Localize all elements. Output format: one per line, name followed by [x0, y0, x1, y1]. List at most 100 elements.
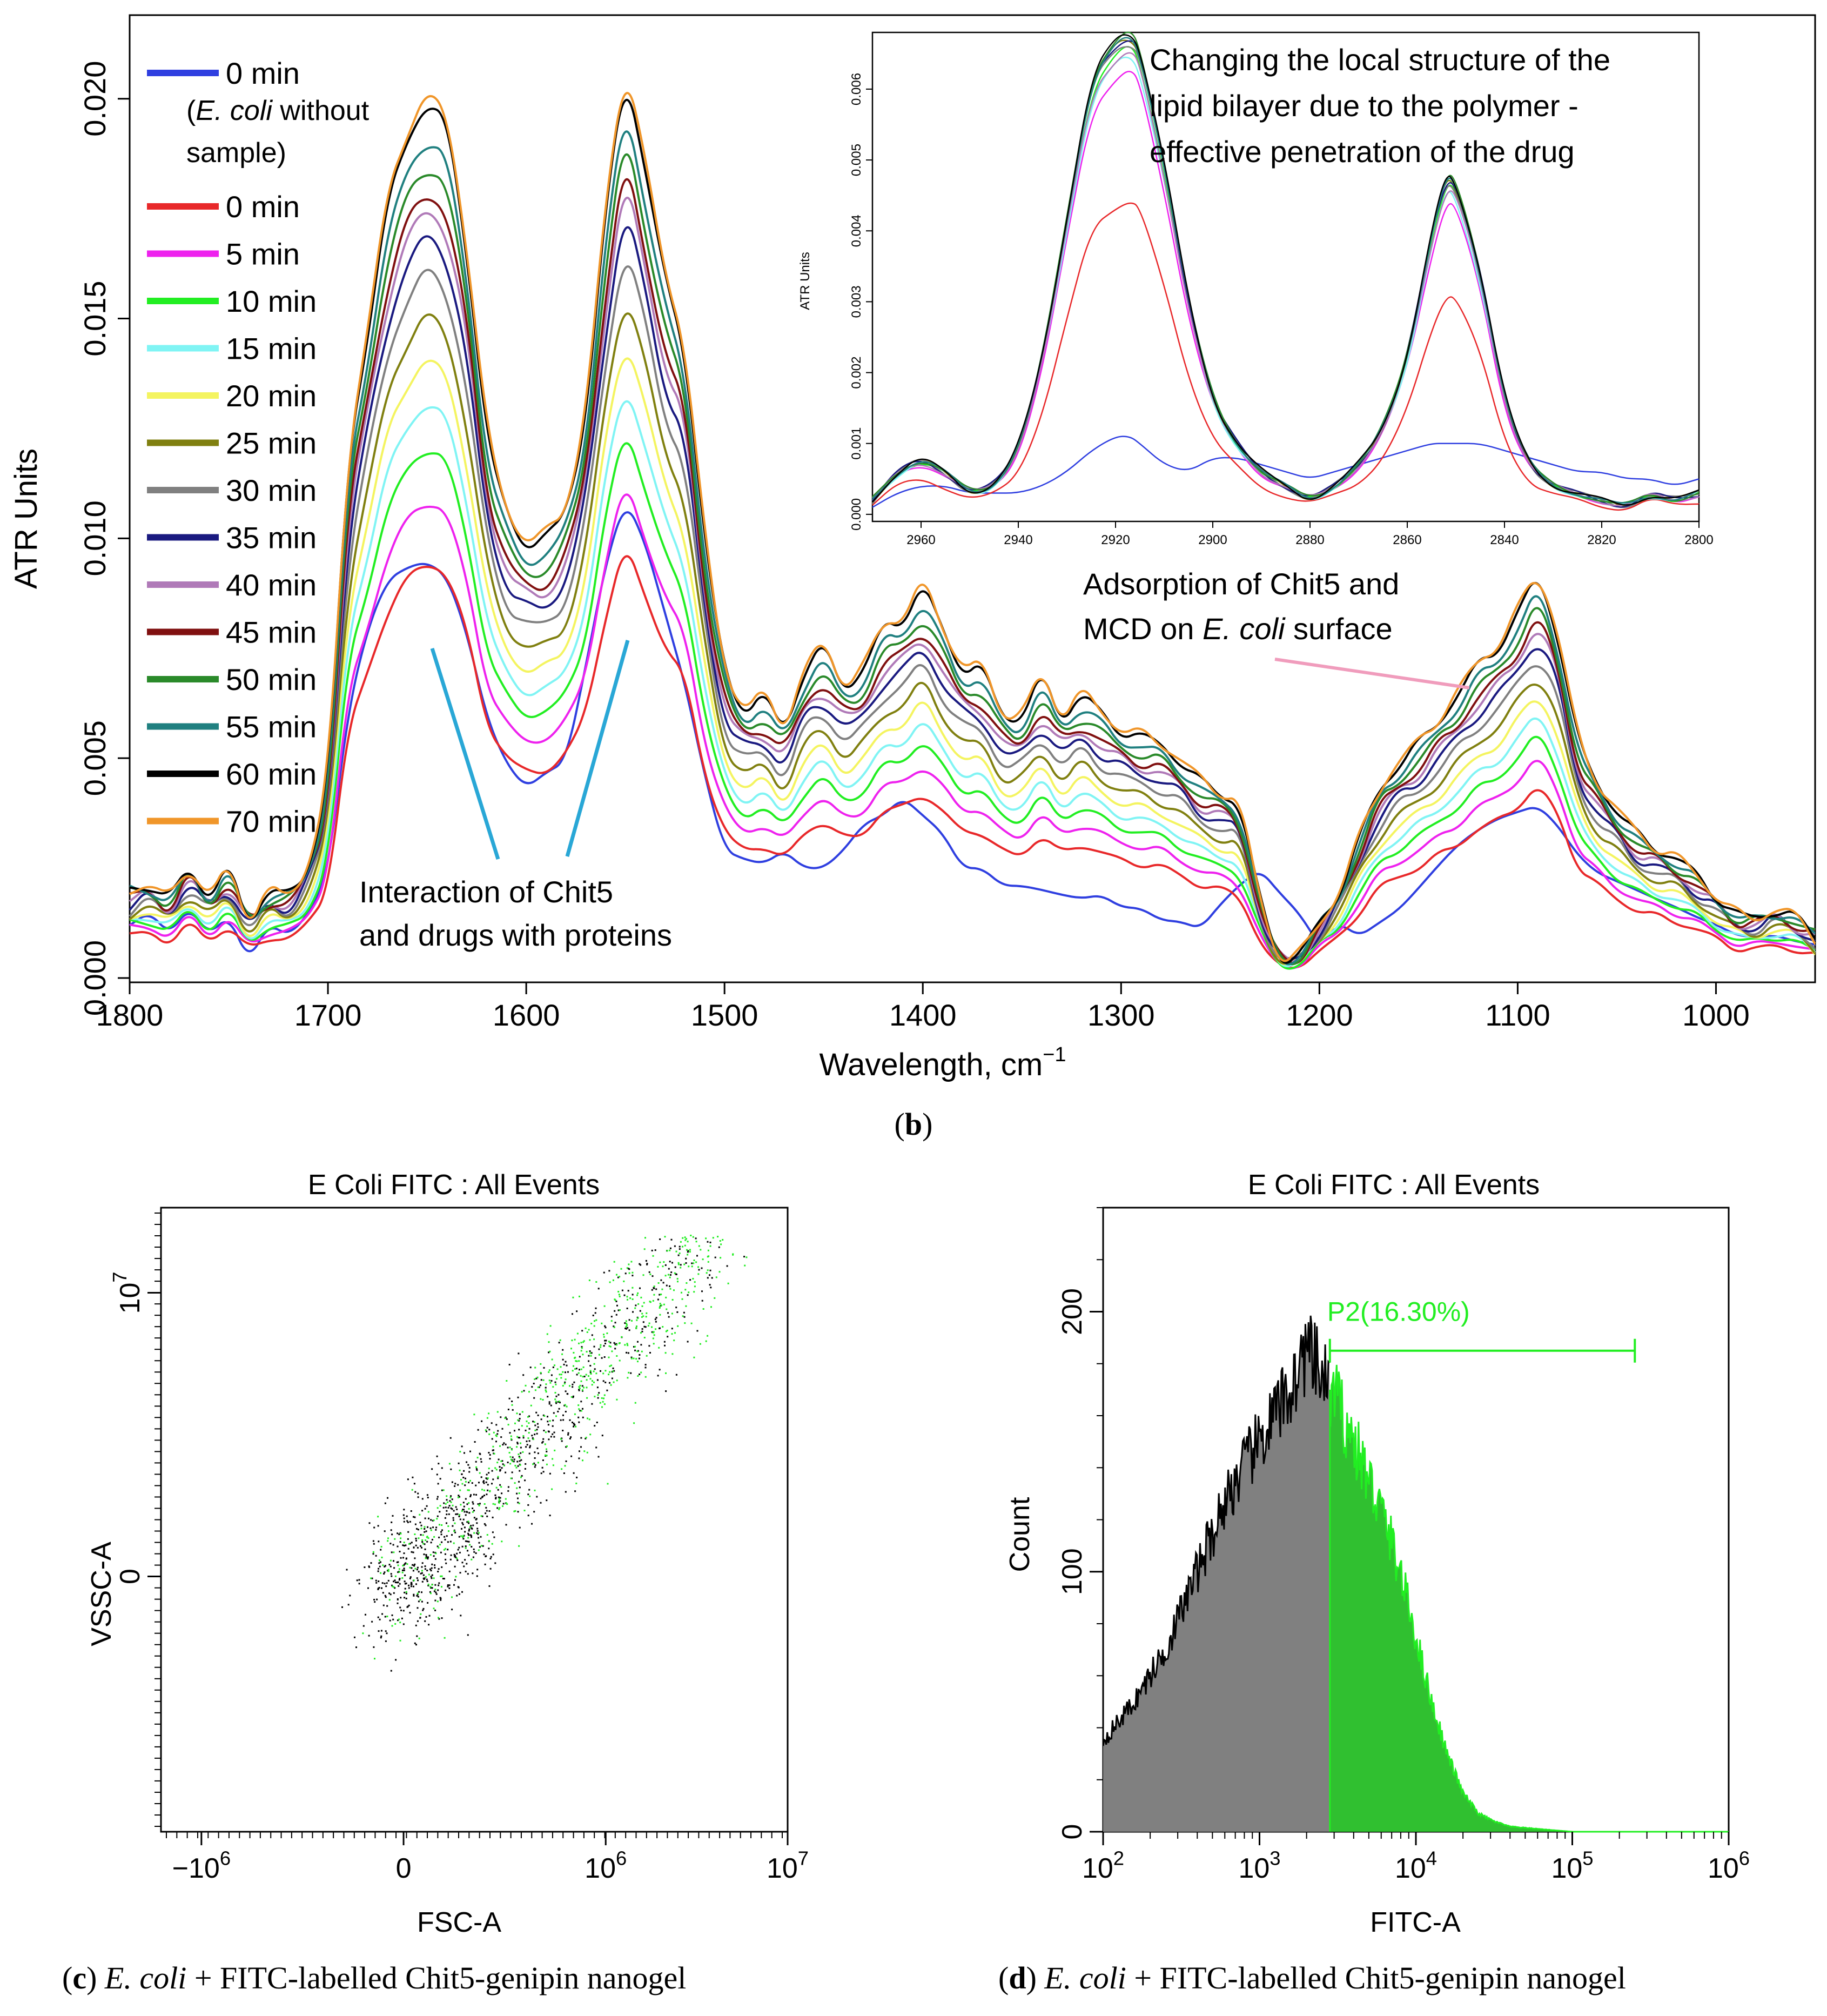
- legend-label: 15 min: [226, 332, 317, 366]
- histogram-x-tick-label: 106: [1708, 1847, 1750, 1884]
- inset-x-tick-label: 2860: [1393, 533, 1421, 547]
- annotation-proteins-line2: and drugs with proteins: [359, 918, 672, 952]
- inset-x-tick-label: 2900: [1198, 533, 1227, 547]
- legend-label: 10 min: [226, 284, 317, 318]
- spectrum-line-12: [129, 130, 1816, 966]
- scatter-y-label: VSSC-A: [86, 1542, 117, 1646]
- legend-label: 60 min: [226, 757, 317, 791]
- spectrum-x-tick-label: 1800: [96, 998, 164, 1032]
- inset-line: [872, 34, 1700, 506]
- histogram-area-negative: [1103, 1315, 1329, 1832]
- legend-label: 0 min: [226, 190, 300, 224]
- protein-pointer-left: [430, 647, 500, 860]
- legend-label: 40 min: [226, 568, 317, 602]
- inset-x-tick-label: 2920: [1101, 533, 1130, 547]
- spectrum-x-tick-label: 1000: [1682, 998, 1750, 1032]
- inset-y-tick-label: 0.000: [849, 498, 864, 531]
- panel-b: 1800 1700 1600 1500 1400 1300 1200 1100 1000 0.0…: [9, 14, 1816, 1142]
- inset-x-axis: 2960 2940 2920 2900 2880 2860 2840 2820 2800: [906, 521, 1714, 547]
- scatter-x-tick-label: 106: [585, 1847, 627, 1884]
- legend-label: 55 min: [226, 710, 317, 744]
- histogram-area-positive: [1330, 1364, 1729, 1832]
- spectrum-line-5: [129, 357, 1816, 966]
- inset-y-tick-label: 0.005: [849, 144, 864, 176]
- spectrum-y-tick-label: 0.000: [78, 940, 112, 1016]
- spectrum-line-13: [129, 99, 1816, 964]
- legend-label: 30 min: [226, 473, 317, 507]
- legend-label: 5 min: [226, 237, 300, 271]
- inset-x-tick-label: 2800: [1684, 533, 1713, 547]
- spectrum-line-4: [129, 400, 1816, 968]
- caption-c: (c) E. coli + FITC-labelled Chit5-genipi…: [62, 1960, 686, 1995]
- spectrum-y-label: ATR Units: [9, 448, 44, 589]
- spectrum-line-14: [129, 92, 1816, 962]
- inset-y-tick-label: 0.006: [849, 73, 864, 105]
- spectrum-x-tick-label: 1300: [1087, 998, 1155, 1032]
- spectrum-y-tick-label: 0.005: [78, 720, 112, 796]
- histogram-y-label: Count: [1004, 1497, 1036, 1572]
- annotation-lipid-line3: effective penetration of the drug: [1150, 135, 1575, 169]
- scatter-x-tick-label: −106: [172, 1847, 231, 1884]
- inset-y-tick-label: 0.003: [849, 285, 864, 318]
- annotation-surface-line1: Adsorption of Chit5 and: [1083, 567, 1399, 601]
- inset-y-tick-label: 0.004: [849, 215, 864, 247]
- legend-label: 25 min: [226, 426, 317, 460]
- annotation-lipid-line2: lipid bilayer due to the polymer -: [1150, 89, 1579, 123]
- annotation-proteins-line1: Interaction of Chit5: [359, 875, 613, 909]
- legend-label: 45 min: [226, 615, 317, 649]
- inset-x-tick-label: 2960: [906, 533, 935, 547]
- scatter-y-tick-label: 0: [115, 1569, 146, 1584]
- inset-y-label: ATR Units: [798, 252, 812, 310]
- legend-label: 70 min: [226, 805, 317, 839]
- scatter-axes: −106 0 106 107 0 107: [109, 1213, 809, 1884]
- histogram-y-tick-label: 0: [1057, 1824, 1088, 1840]
- annotation-surface-line2: MCD on E. coli surface: [1083, 612, 1393, 646]
- spectrum-line-1: [129, 555, 1816, 969]
- histogram-x-tick-label: 102: [1082, 1847, 1124, 1884]
- scatter-y-tick-label: 107: [109, 1272, 146, 1314]
- annotation-lipid-line1: Changing the local structure of the: [1150, 43, 1610, 77]
- histogram-x-tick-label: 103: [1238, 1847, 1280, 1884]
- scatter-x-label: FSC-A: [417, 1907, 501, 1938]
- histogram-outline-positive: [1329, 1364, 1729, 1833]
- legend-label: 35 min: [226, 521, 317, 555]
- panel-c: E Coli FITC : All Events −106 0 106 107 0 107…: [62, 1169, 809, 1995]
- legend-label: 20 min: [226, 379, 317, 413]
- spectrum-y-tick-label: 0.015: [78, 280, 112, 356]
- spectrum-x-label: Wavelength, cm−1: [819, 1043, 1066, 1082]
- spectrum-line-2: [129, 493, 1816, 969]
- scatter-frame: [160, 1207, 789, 1833]
- inset-x-tick-label: 2820: [1587, 533, 1616, 547]
- inset-frame: [871, 31, 1700, 523]
- surface-pointer: [1274, 658, 1470, 689]
- spectrum-x-axis: 1800 1700 1600 1500 1400 1300 1200 1100 1000: [96, 982, 1750, 1032]
- gate-label: P2(16.30%): [1327, 1297, 1470, 1327]
- histogram-outline-negative: [1102, 1315, 1330, 1746]
- histogram-title: E Coli FITC : All Events: [1248, 1169, 1540, 1201]
- legend-label-blank-line2: (E. coli without: [186, 95, 370, 126]
- spectrum-x-tick-label: 1400: [889, 998, 957, 1032]
- inset-x-tick-label: 2940: [1004, 533, 1032, 547]
- caption-b: (b): [895, 1107, 933, 1142]
- spectrum-x-tick-label: 1700: [294, 998, 362, 1032]
- spectrum-line-3: [129, 442, 1816, 970]
- histogram-x-label: FITC-A: [1370, 1907, 1461, 1938]
- inset-y-axis: 0.000 0.001 0.002 0.003 0.004 0.005 0.006: [849, 73, 872, 531]
- caption-d: (d) E. coli + FITC-labelled Chit5-genipi…: [998, 1960, 1626, 1995]
- legend-label-blank-line3: sample): [186, 137, 286, 169]
- spectrum-legend: 0 min (E. coli without sample) 0 min 5 min 10…: [147, 56, 370, 839]
- histogram-axes: 102 103 104 105 106 0 100 200: [1057, 1207, 1750, 1884]
- spectrum-y-axis: 0.000 0.005 0.010 0.015 0.020: [78, 61, 130, 1016]
- spectrum-line-6: [129, 312, 1816, 965]
- scatter-title: E Coli FITC : All Events: [308, 1169, 600, 1201]
- spectrum-y-tick-label: 0.020: [78, 61, 112, 137]
- inset-line: [872, 52, 1700, 506]
- spectrum-line-10: [129, 178, 1816, 965]
- spectrum-line-8: [129, 226, 1816, 960]
- inset-line: [872, 202, 1700, 511]
- histogram-x-tick-label: 105: [1551, 1847, 1593, 1884]
- inset-y-tick-label: 0.002: [849, 357, 864, 389]
- protein-pointer-right: [565, 640, 630, 857]
- spectrum-x-tick-label: 1200: [1286, 998, 1353, 1032]
